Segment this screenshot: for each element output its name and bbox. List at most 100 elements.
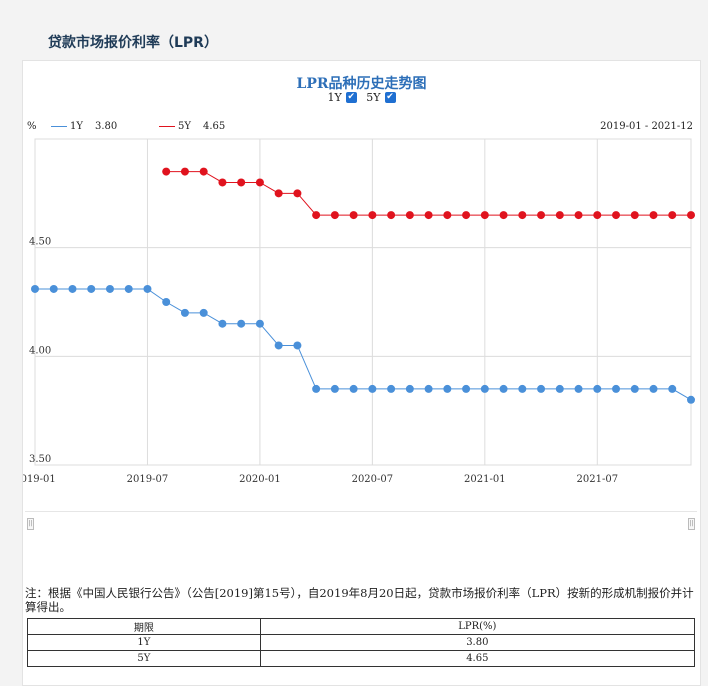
table-cell-term: 5Y — [27, 650, 261, 667]
table-header-term: 期限 — [27, 618, 261, 635]
data-point-1y — [387, 384, 396, 393]
data-point-5y — [443, 211, 452, 220]
table-cell-term: 1Y — [27, 634, 261, 651]
toggle-5y[interactable]: 5Y ✔ — [366, 91, 396, 104]
data-point-1y — [574, 384, 583, 393]
date-range: 2019-01 - 2021-12 — [600, 121, 693, 132]
series-layer — [31, 167, 695, 404]
table-header-lpr: LPR(%) — [259, 618, 696, 635]
data-point-5y — [593, 211, 602, 220]
legend-name-5y: 5Y — [178, 121, 191, 132]
chart-title: LPR品种历史走势图 — [296, 76, 427, 92]
data-point-1y — [518, 384, 527, 393]
series-line-5y — [166, 171, 691, 216]
checkbox-1y-icon[interactable]: ✔ — [345, 92, 357, 103]
data-point-1y — [31, 284, 39, 293]
data-point-5y — [630, 211, 639, 220]
chart-panel: LPR品种历史走势图 1Y ✔ 5Y ✔ % 1Y 3.80 5Y 4.65 2… — [22, 60, 701, 686]
range-handle-right-icon[interactable]: || — [688, 518, 695, 530]
data-point-5y — [162, 167, 171, 176]
y-unit-label: % — [27, 121, 37, 132]
data-point-1y — [255, 319, 264, 328]
table-cell-rate: 3.80 — [259, 634, 696, 651]
data-point-5y — [199, 167, 208, 176]
range-scrollbar[interactable]: || || — [25, 511, 697, 546]
data-point-1y — [649, 384, 658, 393]
legend-value-1y: 3.80 — [94, 121, 118, 132]
data-point-1y — [162, 298, 171, 306]
data-point-5y — [349, 211, 358, 220]
data-point-5y — [649, 211, 658, 220]
data-point-1y — [237, 319, 246, 328]
y-tick-label: 4.00 — [29, 345, 51, 356]
plot-border — [34, 138, 692, 466]
data-point-1y — [124, 284, 133, 293]
range-handle-left-icon[interactable]: || — [27, 518, 34, 530]
data-point-5y — [387, 211, 396, 220]
x-tick-label: 2019-07 — [127, 474, 169, 485]
data-point-5y — [424, 211, 433, 220]
lpr-table: 期限 LPR(%) 1Y 3.80 5Y 4.65 — [27, 618, 696, 667]
data-point-1y — [424, 384, 433, 393]
legend-value-5y: 4.65 — [202, 121, 226, 132]
checkbox-5y-icon[interactable]: ✔ — [384, 92, 396, 103]
data-point-1y — [293, 341, 302, 350]
line-chart: 3.50 4.00 4.50 2019-01 2019-07 2020-01 2020-0… — [23, 138, 695, 485]
data-point-5y — [368, 211, 377, 220]
data-point-5y — [537, 211, 546, 220]
data-point-1y — [218, 319, 227, 328]
data-point-1y — [49, 284, 58, 293]
data-point-1y — [68, 284, 77, 293]
legend-item-1y: 1Y 3.80 — [51, 121, 117, 132]
x-tick-label: 2019-01 — [23, 474, 56, 485]
data-point-5y — [293, 189, 302, 198]
data-point-5y — [180, 167, 189, 176]
data-point-5y — [668, 211, 677, 220]
data-point-5y — [462, 211, 471, 220]
data-point-5y — [255, 178, 264, 187]
toggle-5y-label: 5Y — [366, 91, 381, 104]
data-point-1y — [274, 341, 283, 350]
legend-swatch-1y — [51, 126, 67, 127]
data-point-5y — [480, 211, 489, 220]
legend-swatch-5y — [159, 126, 175, 127]
data-point-5y — [499, 211, 508, 220]
data-point-1y — [462, 384, 471, 393]
data-point-5y — [218, 178, 227, 187]
series-line-1y — [35, 288, 692, 401]
data-point-1y — [330, 384, 339, 393]
y-tick-label: 4.50 — [29, 237, 51, 248]
footnote: 注：根据《中国人民银行公告》（公告[2019]第15号），自2019年8月20日… — [25, 586, 694, 614]
table-row: 5Y 4.65 — [27, 650, 696, 667]
table-cell-rate: 4.65 — [259, 650, 696, 667]
legend-name-1y: 1Y — [70, 121, 83, 132]
page-header: 贷款市场报价利率（LPR） — [0, 0, 708, 60]
data-point-1y — [499, 384, 508, 393]
legend-item-5y: 5Y 4.65 — [159, 121, 225, 132]
data-point-5y — [687, 211, 695, 220]
data-point-5y — [330, 211, 339, 220]
data-point-1y — [612, 384, 621, 393]
data-point-1y — [180, 308, 189, 317]
toggle-1y[interactable]: 1Y ✔ — [327, 91, 357, 104]
data-point-1y — [349, 384, 358, 393]
table-header-row: 期限 LPR(%) — [27, 618, 696, 635]
data-point-1y — [480, 384, 489, 393]
data-point-1y — [87, 284, 96, 293]
page-title: 贷款市场报价利率（LPR） — [48, 35, 218, 51]
data-point-1y — [593, 384, 602, 393]
data-point-1y — [143, 284, 152, 293]
table-row: 1Y 3.80 — [27, 634, 696, 651]
legend-row: % 1Y 3.80 5Y 4.65 2019-01 - 2021-12 — [27, 121, 697, 135]
x-tick-label: 2021-01 — [464, 474, 506, 485]
data-point-1y — [443, 384, 452, 393]
data-point-5y — [312, 211, 321, 220]
data-point-1y — [368, 384, 377, 393]
data-point-5y — [555, 211, 564, 220]
data-point-5y — [518, 211, 527, 220]
series-toggles: 1Y ✔ 5Y ✔ — [23, 91, 700, 104]
x-tick-labels: 2019-01 2019-07 2020-01 2020-07 2021-01 2021-… — [23, 474, 618, 485]
data-point-1y — [537, 384, 546, 393]
data-point-1y — [668, 384, 677, 393]
data-point-5y — [237, 178, 246, 187]
